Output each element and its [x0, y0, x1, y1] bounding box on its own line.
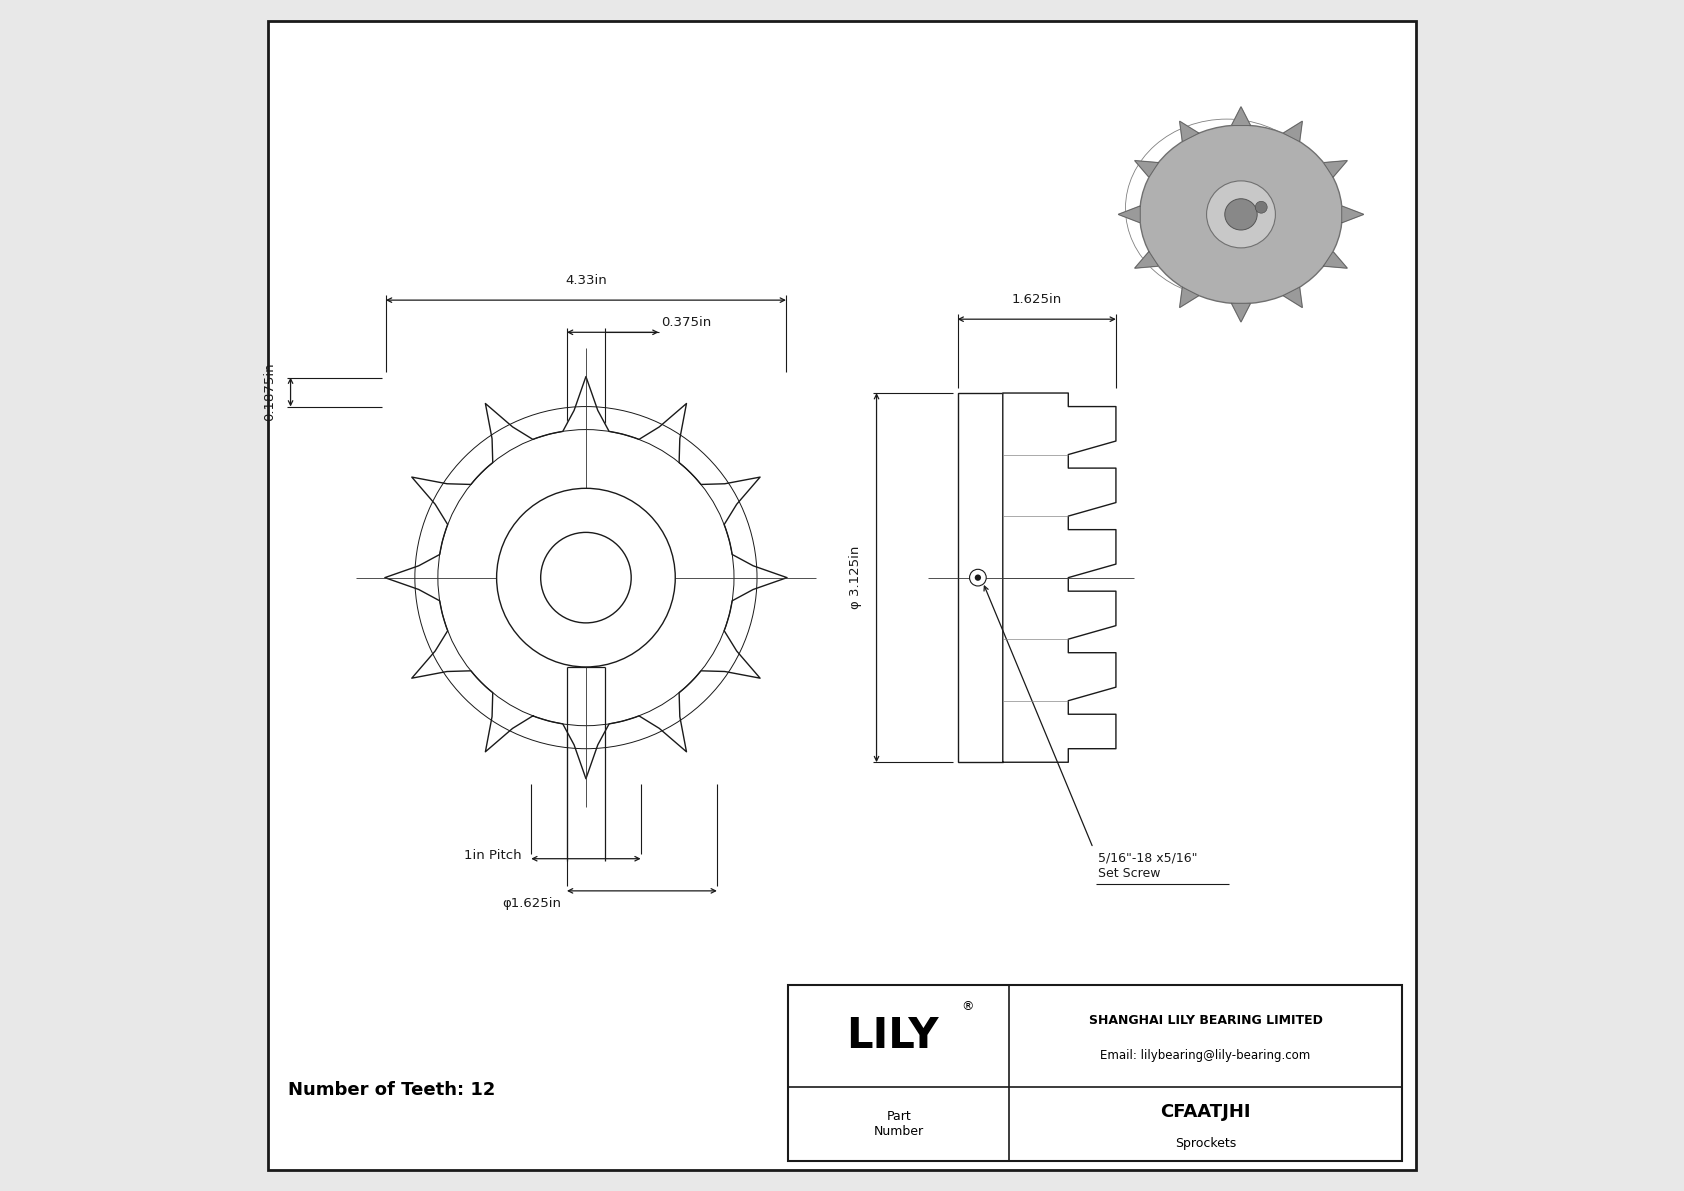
- Text: ®: ®: [962, 999, 973, 1012]
- Text: 5/16"-18 x5/16"
Set Screw: 5/16"-18 x5/16" Set Screw: [1098, 852, 1197, 880]
- Polygon shape: [1324, 161, 1347, 177]
- Polygon shape: [1283, 287, 1302, 307]
- Ellipse shape: [1224, 199, 1258, 230]
- Ellipse shape: [1140, 125, 1342, 304]
- Polygon shape: [1283, 121, 1302, 142]
- Polygon shape: [1231, 304, 1251, 322]
- Polygon shape: [386, 376, 786, 779]
- Text: 4.33in: 4.33in: [566, 274, 606, 287]
- Circle shape: [975, 574, 982, 581]
- Bar: [788, 985, 1401, 1161]
- Text: φ 3.125in: φ 3.125in: [849, 545, 862, 610]
- Text: CFAATJHI: CFAATJHI: [1160, 1103, 1251, 1121]
- Polygon shape: [1135, 251, 1159, 268]
- Text: LILY: LILY: [847, 1015, 940, 1058]
- Circle shape: [541, 532, 632, 623]
- Polygon shape: [1118, 206, 1140, 223]
- Circle shape: [497, 488, 675, 667]
- Text: Part
Number: Part Number: [874, 1110, 925, 1139]
- Polygon shape: [1342, 206, 1364, 223]
- Text: φ1.625in: φ1.625in: [502, 897, 561, 910]
- Text: Sprockets: Sprockets: [1175, 1137, 1236, 1151]
- Text: SHANGHAI LILY BEARING LIMITED: SHANGHAI LILY BEARING LIMITED: [1088, 1014, 1322, 1027]
- Polygon shape: [1180, 121, 1199, 142]
- Polygon shape: [1180, 287, 1199, 307]
- Circle shape: [970, 569, 987, 586]
- Text: Email: lilybearing@lily-bearing.com: Email: lilybearing@lily-bearing.com: [1100, 1049, 1310, 1062]
- Polygon shape: [1002, 393, 1116, 762]
- Ellipse shape: [1206, 181, 1275, 248]
- Text: 1.625in: 1.625in: [1012, 293, 1063, 306]
- Text: 0.375in: 0.375in: [660, 316, 711, 329]
- Text: Number of Teeth: 12: Number of Teeth: 12: [288, 1080, 495, 1099]
- Text: 1in Pitch: 1in Pitch: [465, 849, 522, 861]
- Bar: [958, 393, 1002, 762]
- Polygon shape: [1324, 251, 1347, 268]
- Circle shape: [1255, 201, 1266, 213]
- Polygon shape: [1135, 161, 1159, 177]
- Text: 0.1875in: 0.1875in: [263, 363, 276, 422]
- Polygon shape: [1231, 107, 1251, 125]
